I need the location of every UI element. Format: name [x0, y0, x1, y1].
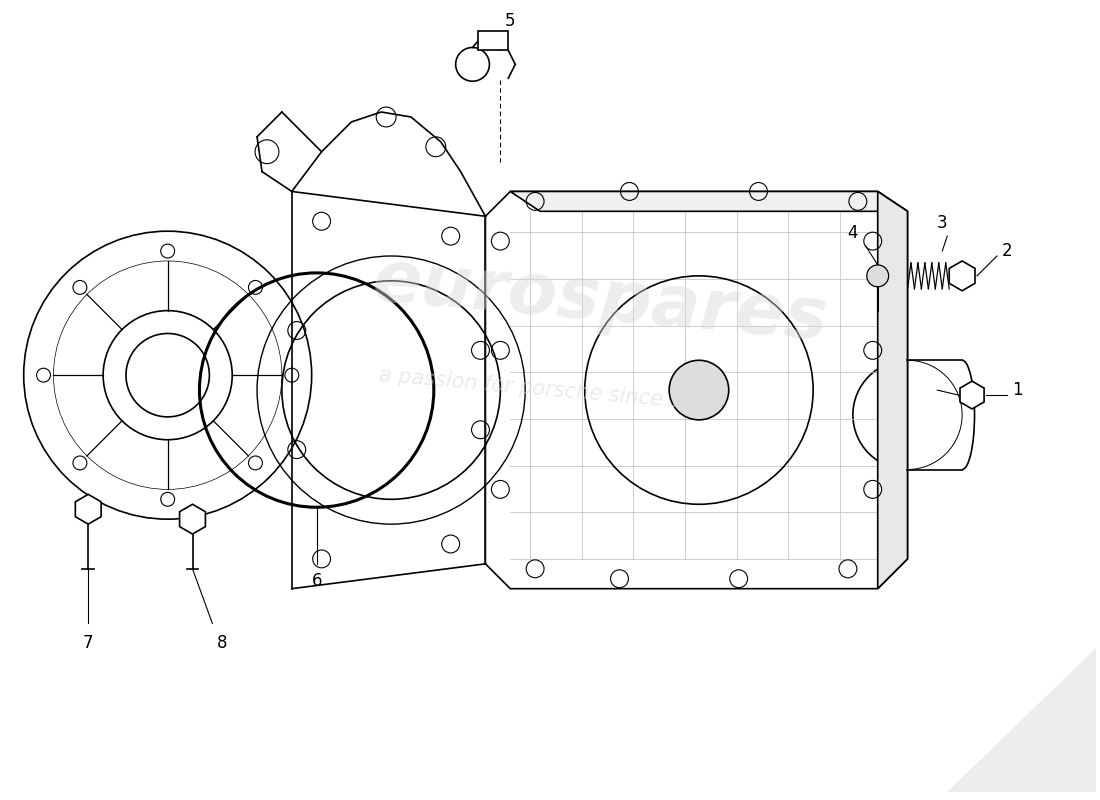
Circle shape: [669, 360, 728, 420]
Text: 6: 6: [311, 572, 322, 590]
Text: eurospares: eurospares: [370, 246, 830, 355]
Circle shape: [867, 265, 889, 286]
Polygon shape: [292, 191, 485, 589]
FancyBboxPatch shape: [478, 30, 508, 50]
Text: 8: 8: [217, 634, 228, 652]
Text: 2: 2: [1002, 242, 1012, 260]
Polygon shape: [485, 191, 908, 589]
Polygon shape: [510, 191, 908, 211]
Text: 4: 4: [848, 224, 858, 242]
Text: 5: 5: [505, 12, 516, 30]
Polygon shape: [960, 381, 984, 409]
Polygon shape: [878, 191, 908, 589]
Polygon shape: [75, 494, 101, 524]
Polygon shape: [949, 261, 975, 290]
Text: a passion for porsche since 1985: a passion for porsche since 1985: [377, 365, 723, 415]
Text: 7: 7: [82, 634, 94, 652]
Text: 1: 1: [1012, 381, 1022, 399]
Polygon shape: [947, 648, 1097, 792]
Text: 3: 3: [937, 214, 947, 232]
Polygon shape: [179, 504, 206, 534]
